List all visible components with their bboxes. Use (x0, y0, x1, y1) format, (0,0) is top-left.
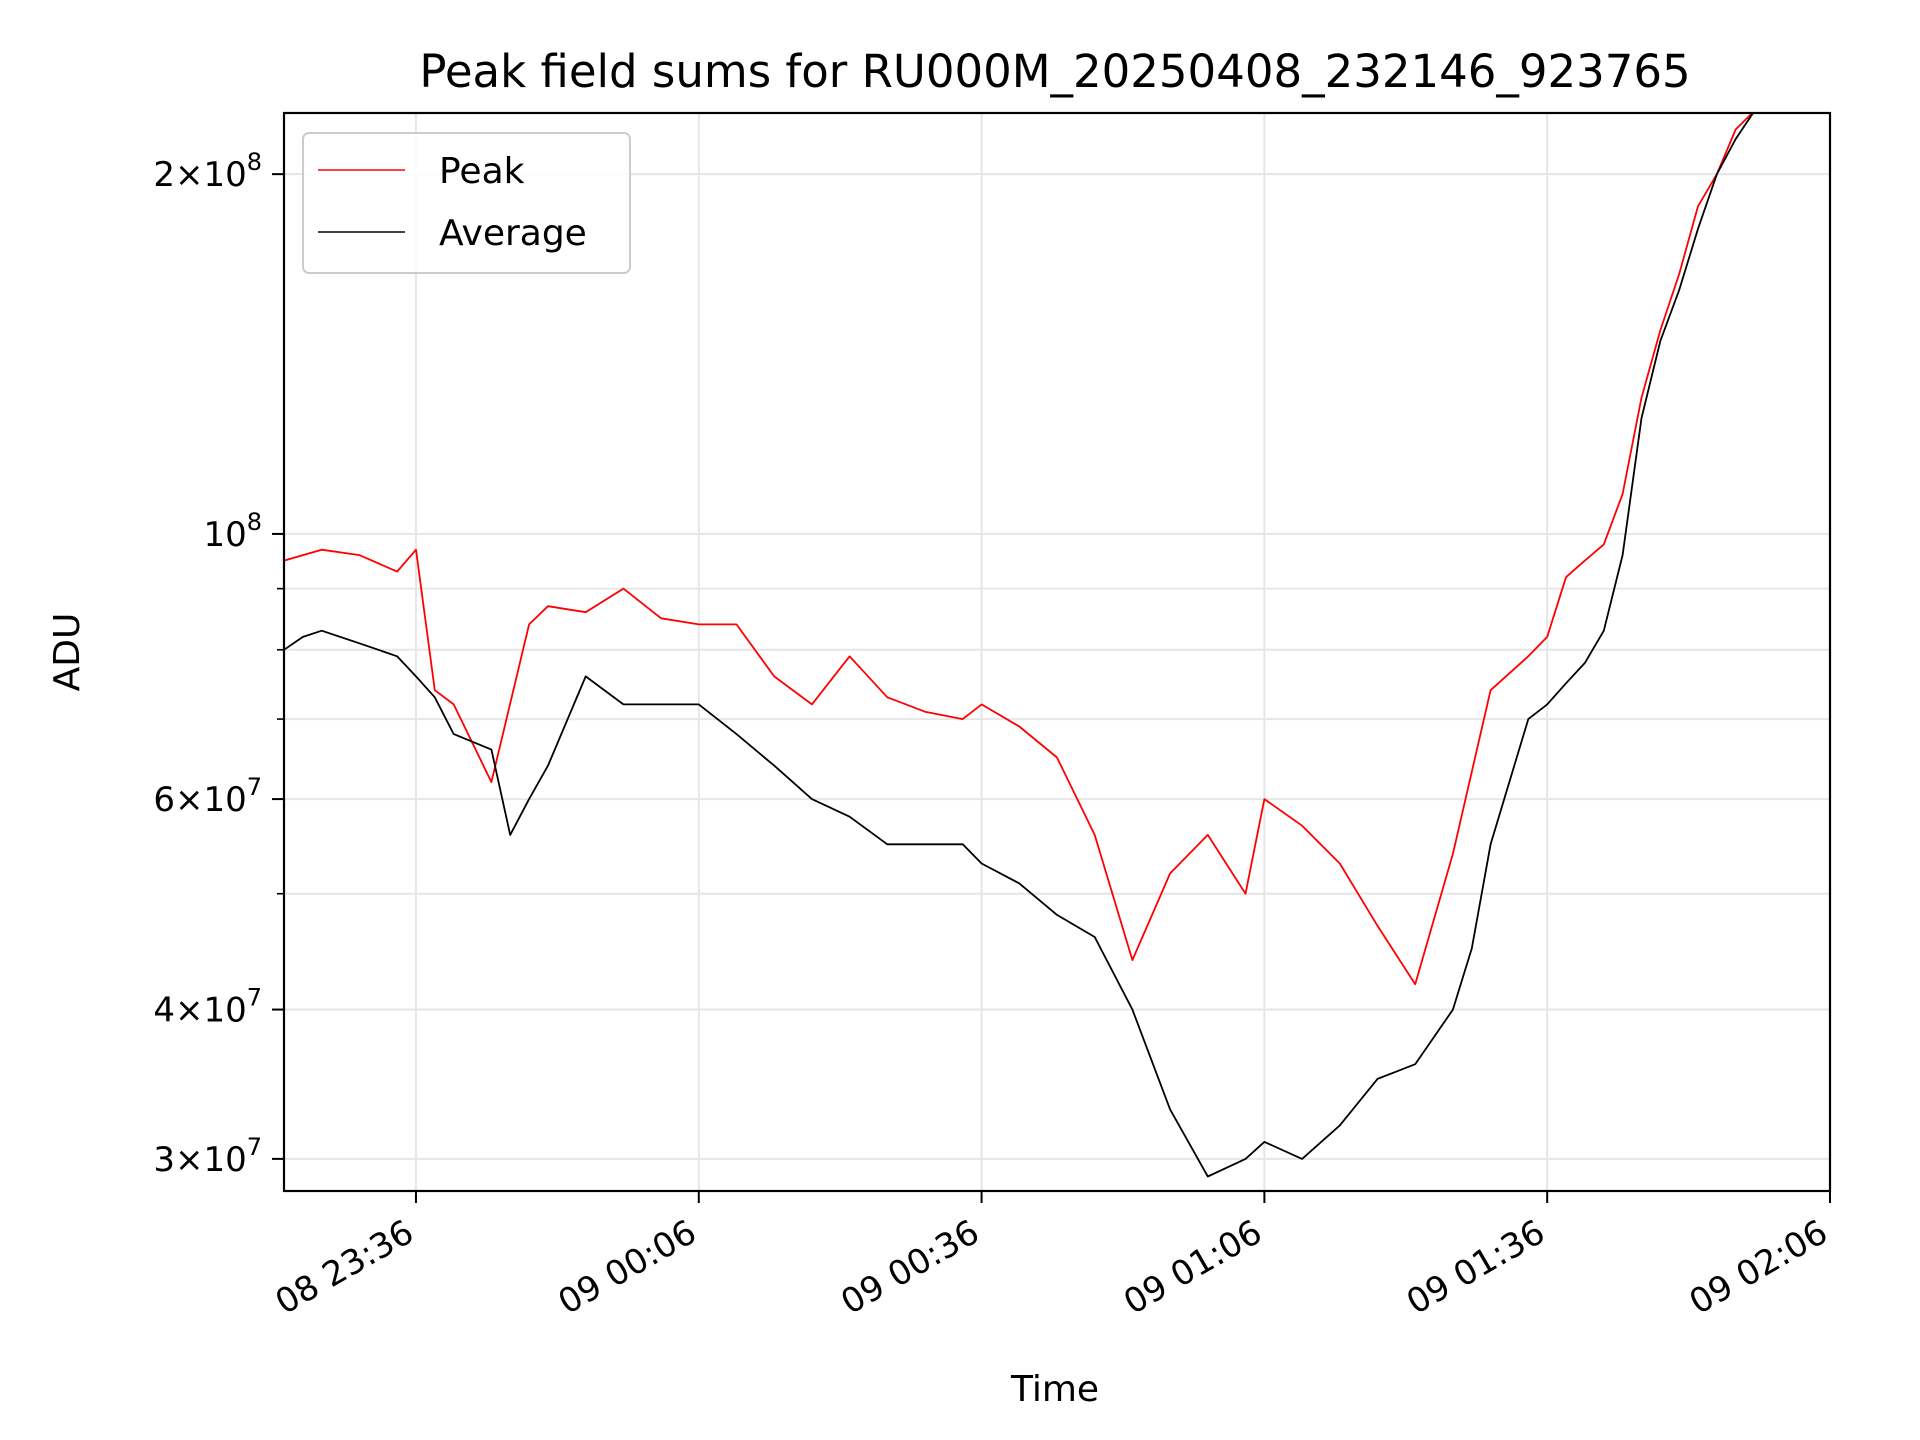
x-tick-label: 08 23:36 (269, 1212, 421, 1323)
legend-label-average: Average (439, 213, 587, 254)
x-axis-label: Time (1010, 1369, 1099, 1410)
x-tick-label: 09 01:06 (1117, 1212, 1269, 1323)
x-tick-label: 09 01:36 (1400, 1212, 1552, 1323)
x-axis-ticks: 08 23:36 09 00:06 09 00:36 09 01:06 09 01:36… (269, 1191, 1835, 1323)
grid-lines (284, 113, 1831, 1191)
legend-label-peak: Peak (439, 151, 525, 192)
series-line-peak (284, 113, 1754, 986)
plot-frame (282, 111, 1832, 1193)
y-tick-label: 4×107 (153, 984, 262, 1031)
x-tick-label: 09 00:06 (552, 1212, 704, 1323)
y-axis-ticks: 3×107 4×107 6×107 108 2×108 (153, 148, 284, 1180)
x-tick-label: 09 00:36 (834, 1212, 986, 1323)
y-axis-label: ADU (47, 613, 88, 692)
y-tick-label: 108 (203, 508, 262, 555)
legend-box (302, 132, 631, 274)
legend: Peak Average (302, 132, 631, 274)
y-tick-label: 3×107 (153, 1133, 262, 1180)
x-tick-label: 09 02:06 (1683, 1212, 1835, 1323)
chart-title: Peak field sums for RU000M_20250408_2321… (419, 45, 1690, 98)
y-tick-label: 6×107 (153, 773, 262, 820)
series-lines (284, 113, 1755, 1178)
series-line-average (284, 113, 1755, 1178)
y-tick-label: 2×108 (153, 148, 262, 195)
